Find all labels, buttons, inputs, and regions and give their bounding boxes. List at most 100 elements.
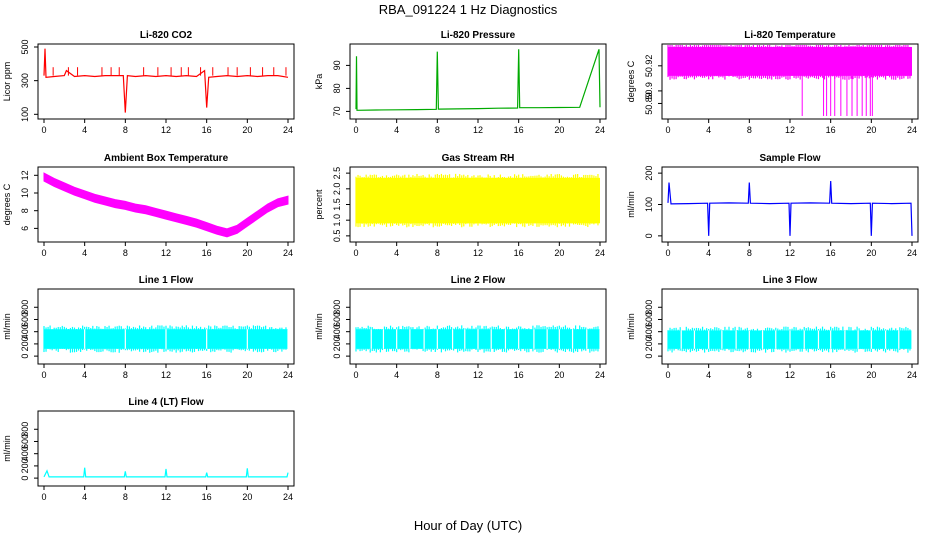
data-series (355, 325, 601, 353)
x-tick-label: 0 (665, 248, 670, 258)
x-tick-label: 0 (665, 125, 670, 135)
x-tick-label: 12 (785, 248, 795, 258)
panel-3: Li-820 Temperature degrees C 0 4 8 12 16 20 24 50… (626, 30, 919, 135)
series-line (43, 467, 289, 478)
x-tick-label: 0 (41, 492, 46, 502)
panel-4: Ambient Box Temperature degrees C 0 4 8 12 16 2… (2, 153, 295, 258)
x-tick-label: 20 (242, 492, 252, 502)
x-tick-label: 20 (554, 248, 564, 258)
data-series (43, 325, 289, 353)
y-tick-label: 0 (644, 354, 654, 359)
x-tick-label: 12 (161, 125, 171, 135)
y-tick-label: 200 (332, 336, 342, 351)
x-tick-label: 0 (41, 125, 46, 135)
panel-title: Line 2 Flow (451, 275, 506, 286)
x-tick-label: 24 (283, 248, 293, 258)
y-tick-label: 800 (20, 300, 30, 315)
plot-frame (37, 166, 295, 243)
y-tick-label: 12 (20, 170, 30, 180)
y-tick-label: 80 (332, 83, 342, 93)
data-series (667, 326, 913, 353)
panel-6: Sample Flow ml/min 0 4 8 12 16 20 24 0 100 200 (626, 153, 919, 258)
y-tick-label: 1.0 (332, 214, 342, 227)
y-axis-label: ml/min (2, 435, 12, 462)
panel-9: Line 3 Flow ml/min 0 4 8 12 16 20 24 0 20040060080… (626, 275, 919, 380)
y-tick-label: 200 (20, 336, 30, 351)
y-tick-label: 6 (20, 226, 30, 231)
x-tick-label: 12 (161, 248, 171, 258)
x-tick-label: 12 (473, 370, 483, 380)
data-series (43, 172, 289, 238)
panel-title: Sample Flow (759, 153, 820, 164)
x-tick-label: 24 (283, 370, 293, 380)
x-tick-label: 16 (514, 125, 524, 135)
y-axis-label: ml/min (2, 313, 12, 340)
data-series (667, 180, 913, 236)
y-tick-label: 50.92 (644, 55, 654, 78)
x-tick-label: 0 (353, 248, 358, 258)
panel-5: Gas Stream RH percent 0 4 8 12 16 20 24 0.5 1.0 1.5… (314, 153, 607, 258)
x-tick-label: 24 (907, 370, 917, 380)
x-tick-label: 12 (785, 125, 795, 135)
x-tick-label: 4 (706, 370, 711, 380)
data-series (43, 467, 289, 478)
y-tick-label: 600 (20, 434, 30, 449)
x-tick-label: 16 (202, 492, 212, 502)
y-axis-label: ml/min (626, 191, 636, 218)
x-tick-label: 4 (82, 125, 87, 135)
y-tick-label: 0 (20, 354, 30, 359)
figure-x-axis-label: Hour of Day (UTC) (413, 518, 523, 533)
x-tick-label: 20 (554, 125, 564, 135)
y-tick-label: 2.0 (332, 183, 342, 196)
x-tick-label: 4 (706, 248, 711, 258)
y-tick-label: 1.5 (332, 198, 342, 211)
panel-8: Line 2 Flow ml/min 0 4 8 12 16 20 24 0 20040060080… (314, 275, 607, 380)
panel-title: Line 3 Flow (763, 275, 818, 286)
y-tick-label: 300 (20, 73, 30, 88)
y-axis-label: kPa (314, 74, 324, 90)
x-tick-label: 8 (123, 125, 128, 135)
x-tick-label: 20 (554, 370, 564, 380)
x-tick-label: 16 (514, 370, 524, 380)
panel-10: Line 4 (LT) Flow ml/min 0 4 8 12 16 20 24 0 200400… (2, 397, 295, 502)
x-tick-label: 8 (123, 370, 128, 380)
y-tick-label: 50.9 (644, 82, 654, 100)
x-tick-label: 16 (202, 370, 212, 380)
data-series (667, 45, 912, 116)
x-tick-label: 0 (41, 248, 46, 258)
x-tick-label: 8 (435, 248, 440, 258)
y-tick-label: 800 (20, 422, 30, 437)
x-tick-label: 4 (82, 370, 87, 380)
y-tick-label: 8 (20, 208, 30, 213)
panel-2: Li-820 Pressure kPa 0 4 8 12 16 20 24 70 80 90 (314, 30, 607, 135)
figure-title: RBA_091224 1 Hz Diagnostics (378, 2, 558, 17)
x-tick-label: 0 (665, 370, 670, 380)
x-tick-label: 12 (161, 492, 171, 502)
x-tick-label: 16 (826, 248, 836, 258)
data-series (43, 48, 289, 113)
x-tick-label: 4 (394, 125, 399, 135)
y-tick-label: 0 (332, 354, 342, 359)
x-tick-label: 8 (123, 492, 128, 502)
x-tick-label: 8 (123, 248, 128, 258)
y-tick-label: 50.89 (644, 92, 654, 115)
x-tick-label: 8 (747, 248, 752, 258)
y-tick-label: 90 (332, 60, 342, 70)
x-tick-label: 16 (514, 248, 524, 258)
y-tick-label: 800 (332, 300, 342, 315)
y-tick-label: 400 (20, 446, 30, 461)
y-tick-label: 600 (644, 312, 654, 327)
y-tick-label: 200 (20, 458, 30, 473)
x-tick-label: 24 (283, 492, 293, 502)
series-line (355, 49, 601, 111)
x-tick-label: 24 (907, 125, 917, 135)
y-tick-label: 100 (20, 107, 30, 122)
x-tick-label: 20 (866, 248, 876, 258)
y-tick-label: 400 (644, 324, 654, 339)
series-band (43, 172, 289, 238)
x-tick-label: 16 (202, 248, 212, 258)
y-tick-label: 0 (644, 233, 654, 238)
y-tick-label: 0.5 (332, 230, 342, 243)
x-tick-label: 0 (41, 370, 46, 380)
y-axis-label: ml/min (314, 313, 324, 340)
